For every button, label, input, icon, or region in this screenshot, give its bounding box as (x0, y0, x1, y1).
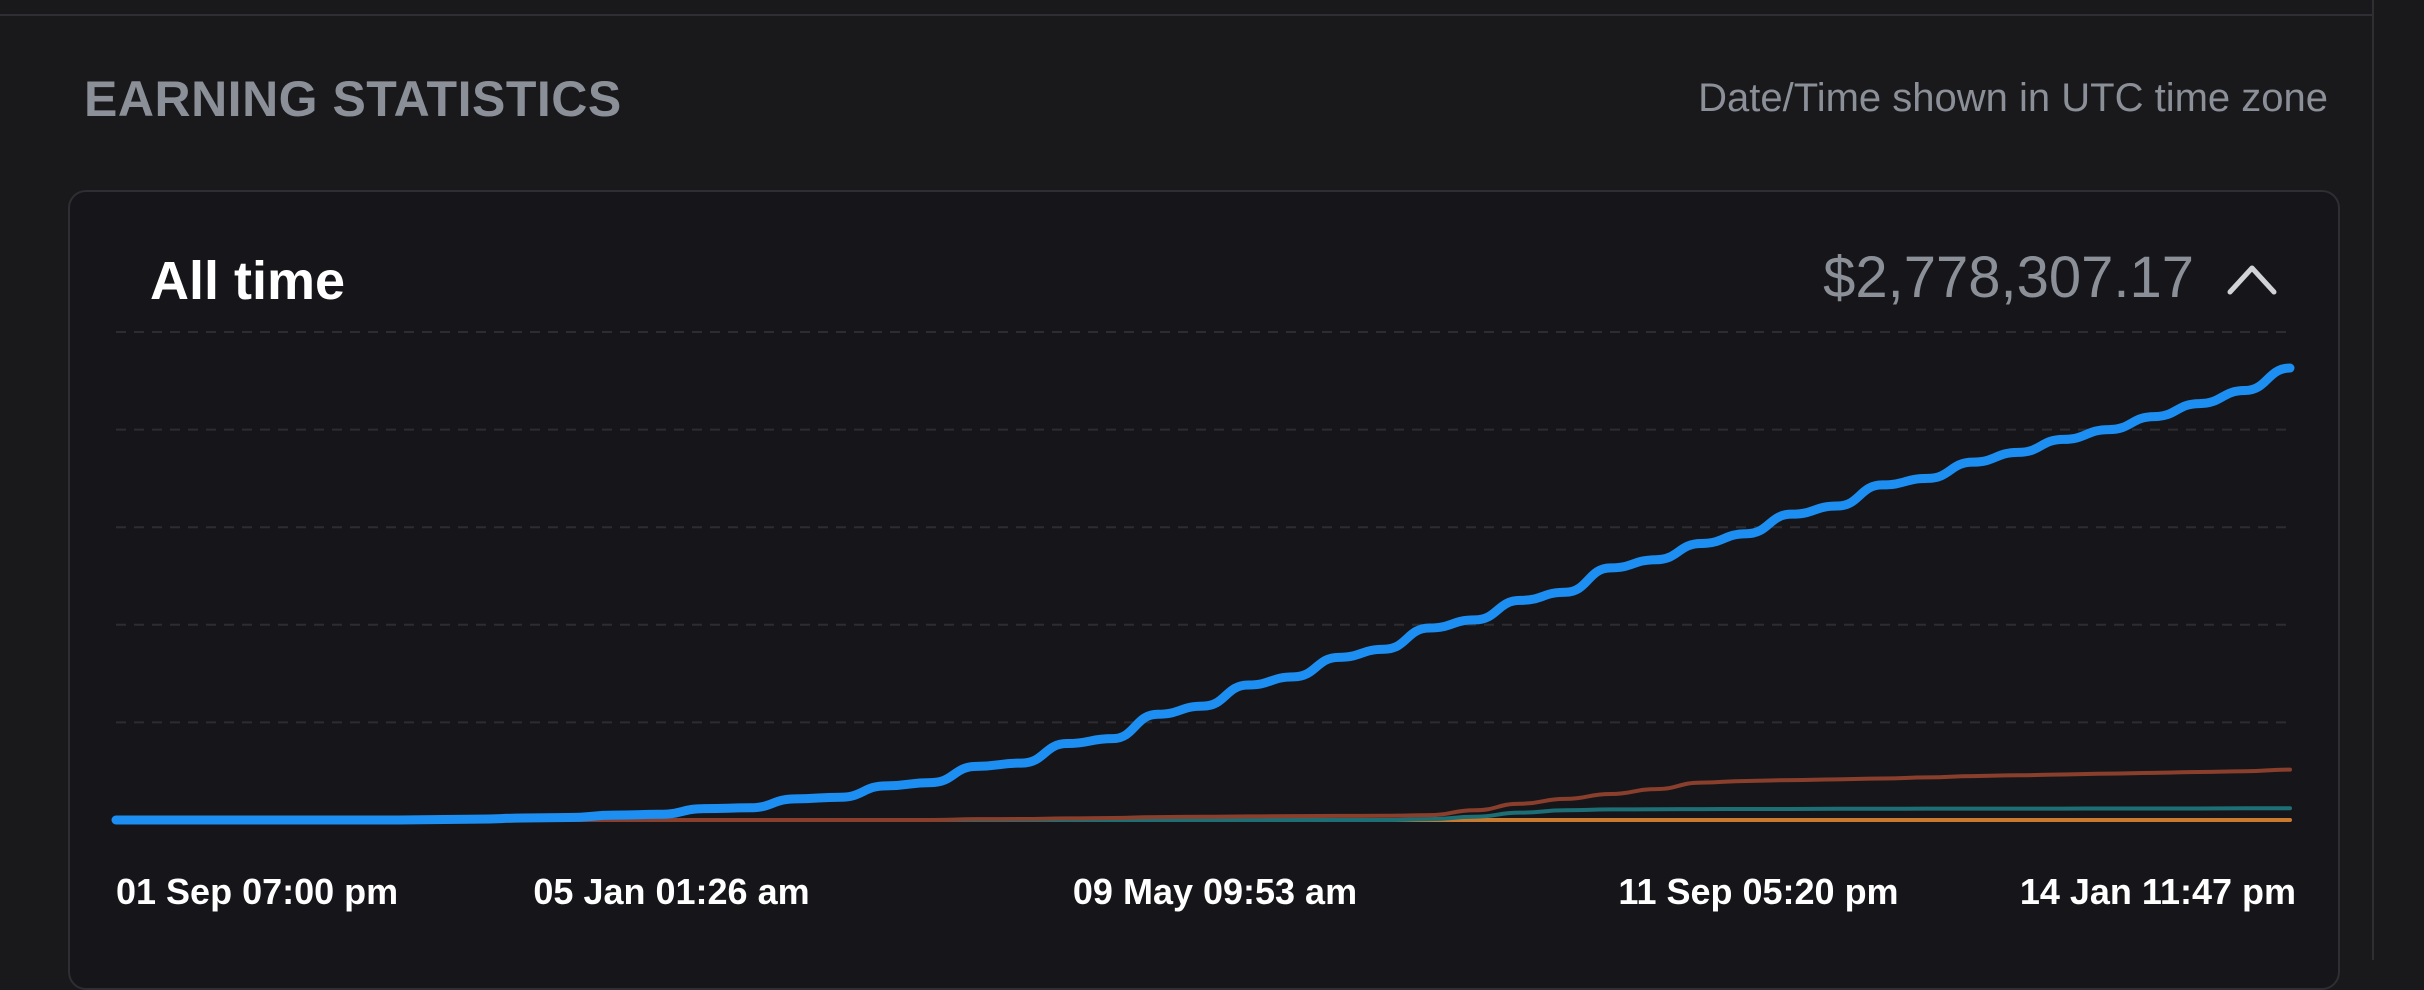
timezone-note: Date/Time shown in UTC time zone (1698, 76, 2328, 120)
series-line-0 (111, 363, 2295, 825)
x-tick-label: 01 Sep 07:00 pm (116, 871, 398, 912)
collapse-button[interactable] (2224, 258, 2280, 298)
earnings-card: All time $2,778,307.17 (68, 190, 2340, 990)
x-tick-label: 11 Sep 05:20 pm (1618, 871, 1898, 912)
x-tick-label: 09 May 09:53 am (1073, 871, 1357, 912)
total-earnings: $2,778,307.17 (1823, 245, 2194, 310)
x-tick-label: 14 Jan 11:47 pm (2020, 871, 2296, 912)
earnings-chart: 01 Sep 07:00 pm 05 Jan 01:26 am 09 May 09:… (111, 331, 2296, 912)
chart-grid (116, 331, 2290, 821)
right-divider (2372, 0, 2374, 960)
chart-series (111, 363, 2295, 825)
chart-x-axis-labels: 01 Sep 07:00 pm 05 Jan 01:26 am 09 May 09:… (116, 871, 2296, 912)
chevron-up-icon (2227, 265, 2277, 295)
series-line-1 (114, 767, 2292, 822)
card-title: All time (150, 251, 346, 311)
x-tick-label: 05 Jan 01:26 am (533, 871, 809, 912)
section-title: EARNING STATISTICS (84, 71, 622, 127)
